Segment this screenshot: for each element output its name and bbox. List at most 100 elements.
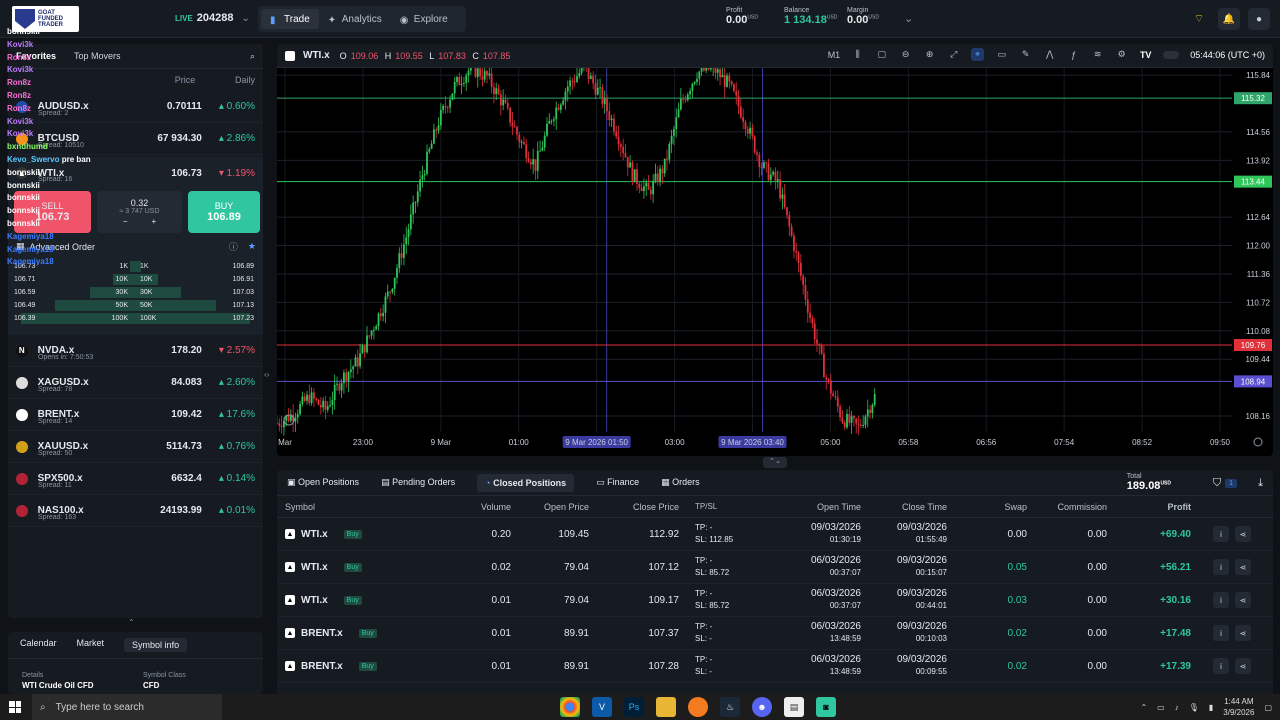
collapse-icon[interactable]: ⌃ — [128, 618, 135, 627]
chrome-icon[interactable] — [560, 697, 580, 717]
tab-orders[interactable]: ▦ Orders — [661, 477, 700, 487]
share-icon[interactable]: ⋖ — [1235, 658, 1251, 674]
price-chart[interactable]: 115.84 114.56 113.92 112.64 112.00 111.36 110.… — [277, 68, 1273, 456]
obs-icon[interactable]: ◙ — [816, 697, 836, 717]
share-icon[interactable]: ⋖ — [1235, 625, 1251, 641]
sell-button[interactable]: SELL 106.73 — [14, 191, 91, 233]
timeframe-selector[interactable]: M1 — [827, 49, 841, 60]
star-icon[interactable]: ★ — [247, 241, 256, 251]
mic-icon[interactable]: 🎙 — [1188, 702, 1199, 712]
column-header[interactable]: Close Time — [901, 501, 947, 512]
info-icon[interactable]: i — [1213, 559, 1229, 575]
qty-plus-button[interactable]: + — [151, 217, 157, 226]
gear-icon[interactable]: ⚙ — [1117, 49, 1126, 59]
depth-row[interactable]: 106.49 50K 50K 107.13 — [8, 299, 263, 312]
discord-icon[interactable]: ☻ — [752, 697, 772, 717]
brand-logo[interactable]: GOAT FUNDED TRADER — [12, 6, 79, 32]
depth-row[interactable]: 106.71 10K 10K 106.91 — [8, 273, 263, 286]
column-header[interactable]: Volume — [480, 501, 511, 512]
expand-panel-icon[interactable]: ⌃⌄ — [763, 457, 787, 468]
chart-symbol[interactable]: WTI.x — [303, 50, 330, 61]
info-icon[interactable]: i — [1213, 625, 1229, 641]
metrics-chevron-icon[interactable]: ⌄ — [904, 13, 914, 25]
volume-icon[interactable]: ♪ — [1174, 702, 1179, 712]
list-item[interactable]: BTCUSD Spread: 10510 67 934.30 ▴ 2.86% — [8, 123, 263, 155]
toggle-switch[interactable] — [1163, 50, 1180, 59]
crosshair-icon[interactable]: ⌖ — [971, 48, 985, 61]
table-row[interactable]: ▲ BRENT.x Buy 0.01 89.91 107.37 TP: - SL: -… — [277, 617, 1273, 650]
zoom-in-icon[interactable]: ⊕ — [925, 49, 934, 59]
fit-icon[interactable]: ⤢ — [950, 49, 958, 59]
tab-favorites[interactable]: Favorites — [16, 51, 57, 61]
user-icon[interactable]: ● — [1248, 8, 1270, 30]
pattern-icon[interactable]: ⋀ — [1046, 49, 1054, 59]
tab-pending-orders[interactable]: ▤ Pending Orders — [381, 477, 456, 487]
layers-icon[interactable]: ≋ — [1093, 49, 1102, 59]
network-icon[interactable]: ▭ — [1157, 702, 1165, 712]
info-icon[interactable]: i — [1213, 592, 1229, 608]
depth-row[interactable]: 106.73 1K 1K 106.89 — [8, 260, 263, 273]
column-header[interactable]: Open Price — [543, 501, 589, 512]
pencil-icon[interactable]: ✎ — [1021, 49, 1030, 59]
share-icon[interactable]: ⋖ — [1235, 592, 1251, 608]
list-item[interactable]: BRENT.x Spread: 14 109.42 ▴ 17.6% — [8, 399, 263, 431]
fx-icon[interactable]: ƒ — [1071, 49, 1077, 60]
column-header[interactable]: Close Price — [632, 501, 679, 512]
square-icon[interactable]: ▢ — [877, 49, 886, 59]
tradingview-icon[interactable]: TV — [1139, 49, 1152, 60]
info-icon[interactable]: ⓘ — [228, 242, 238, 252]
tab-top-movers[interactable]: Top Movers — [74, 51, 121, 61]
quantity-stepper[interactable]: 0.32 ≈ 3 747 USD − + — [97, 191, 182, 233]
tab-open-positions[interactable]: ▣ Open Positions — [287, 477, 360, 487]
window-icon[interactable]: ▤ — [784, 697, 804, 717]
share-icon[interactable]: ⋖ — [1235, 526, 1251, 542]
steam-icon[interactable]: ♨ — [720, 697, 740, 717]
vegas-icon[interactable]: V — [592, 697, 612, 717]
bell-icon[interactable]: 🔔 — [1218, 8, 1240, 30]
wifi-icon[interactable]: ⌔ — [1193, 13, 1205, 25]
nav-trade[interactable]: ▮ Trade — [261, 9, 319, 29]
battery-icon[interactable]: ▮ — [1208, 702, 1214, 712]
taskbar-clock[interactable]: 1:44 AM 3/9/2026 — [1223, 696, 1254, 718]
account-selector[interactable]: LIVE 204288 ⌄ — [175, 12, 250, 24]
photoshop-icon[interactable]: Ps — [624, 697, 644, 717]
column-header[interactable]: Symbol — [285, 501, 316, 512]
list-item[interactable]: XAGUSD.x Spread: 78 84.083 ▴ 2.60% — [8, 367, 263, 399]
table-row[interactable]: ▲ WTI.x Buy 0.01 79.04 109.17 TP: - SL: 85.… — [277, 584, 1273, 617]
column-header[interactable]: Profit — [1167, 501, 1192, 512]
list-item[interactable]: XAUUSD.x Spread: 50 5114.73 ▴ 0.76% — [8, 431, 263, 463]
tab-finance[interactable]: ▭ Finance — [596, 477, 640, 487]
info-icon[interactable]: i — [1213, 658, 1229, 674]
list-item[interactable]: SPX500.x Spread: 11 6632.4 ▴ 0.14% — [8, 463, 263, 495]
table-row[interactable]: ▲ BRENT.x Buy 0.01 89.91 107.28 TP: - SL: -… — [277, 650, 1273, 683]
candle-type-icon[interactable]: ⫼ — [855, 49, 860, 59]
list-item[interactable]: NAS100.x Spread: 163 24193.99 ▴ 0.01% — [8, 495, 263, 527]
horizontal-line-icon[interactable]: ▭ — [997, 49, 1006, 59]
depth-row[interactable]: 106.39 100K 100K 107.23 — [8, 312, 263, 325]
folder-icon[interactable] — [656, 697, 676, 717]
table-row[interactable]: ▲ WTI.x Buy 0.02 79.04 107.12 TP: - SL: 85.… — [277, 551, 1273, 584]
zoom-out-icon[interactable]: ⊖ — [901, 49, 910, 59]
search-icon[interactable]: ⌕ — [249, 50, 255, 61]
list-item[interactable]: N NVDA.x Opens in: 7:50:53 178.20 ▾ 2.57… — [8, 335, 263, 367]
panel-resize-icon[interactable]: ‹› — [264, 370, 270, 379]
app-icon[interactable] — [688, 697, 708, 717]
depth-row[interactable]: 106.59 30K 30K 107.03 — [8, 286, 263, 299]
column-header[interactable]: Swap — [1004, 501, 1027, 512]
chevron-up-icon[interactable]: ⌃ — [1140, 702, 1148, 712]
nav-explore[interactable]: ◉ Explore — [391, 9, 457, 29]
tab-calendar[interactable]: Calendar — [20, 638, 57, 648]
tab-market[interactable]: Market — [76, 638, 105, 648]
qty-minus-button[interactable]: − — [122, 217, 128, 226]
list-item[interactable]: AUDUSD.x Spread: 2 0.70111 ▴ 0.60% — [8, 91, 263, 123]
nav-analytics[interactable]: ✦ Analytics — [319, 9, 391, 29]
notification-icon[interactable]: ▢ — [1264, 702, 1272, 712]
column-header[interactable]: TP/SL — [695, 501, 718, 511]
table-row[interactable]: ▲ WTI.x Buy 0.20 109.45 112.92 TP: - SL: 11… — [277, 518, 1273, 551]
advanced-order-toggle[interactable]: ▦ Advanced Order ⓘ ★ — [16, 240, 256, 253]
tab-symbol-info[interactable]: Symbol info — [124, 638, 188, 652]
download-icon[interactable]: ⤓ — [1258, 477, 1263, 489]
tab-closed-positions[interactable]: ◔ Closed Positions — [477, 473, 575, 492]
share-icon[interactable]: ⋖ — [1235, 559, 1251, 575]
column-header[interactable]: Open Time — [816, 501, 861, 512]
